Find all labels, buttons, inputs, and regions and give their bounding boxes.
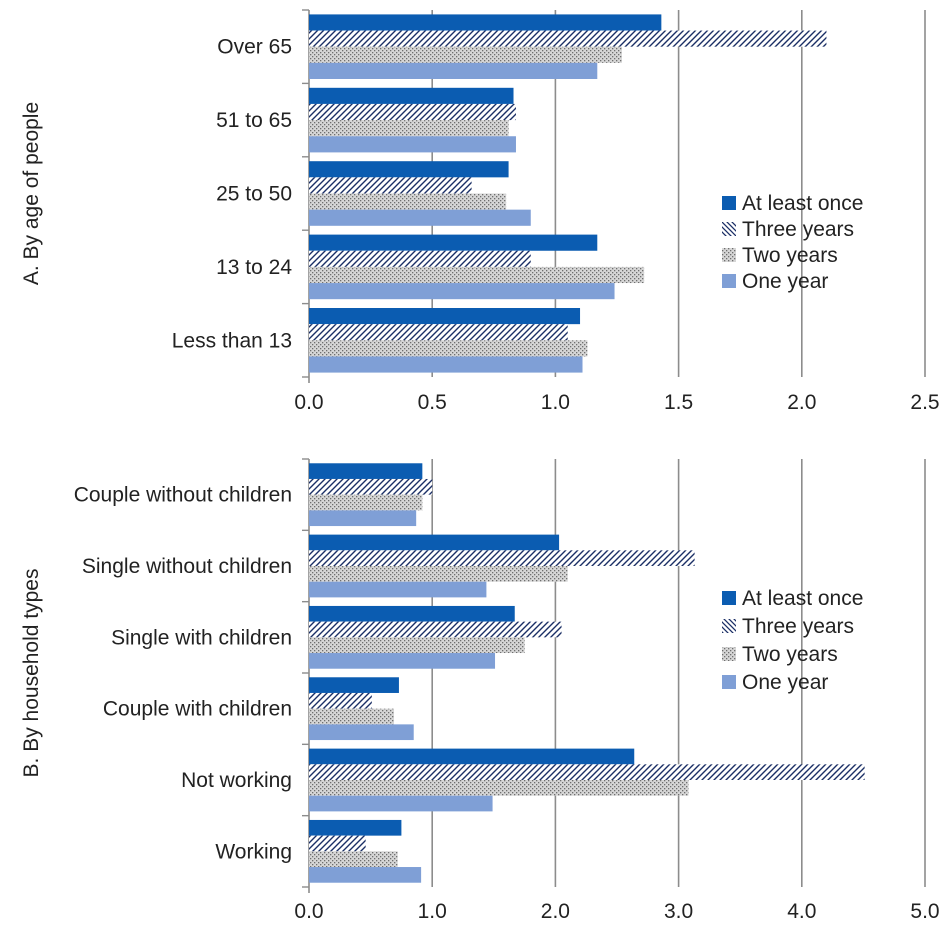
bar-one-year — [309, 653, 496, 669]
x-tick-label: 0.0 — [294, 391, 323, 414]
bar-at-least-once — [309, 677, 399, 693]
legend-label: Two years — [742, 643, 838, 666]
bar-one-year — [309, 283, 615, 300]
bar-three-years — [309, 835, 366, 852]
x-tick-label: 1.0 — [541, 391, 570, 414]
chart-panel-household: 0.0 1.0 2.0 3.0 4.0 5.0 Couple without childre… — [20, 458, 940, 923]
legend-label: Three years — [742, 615, 854, 638]
x-tick-label: 3.0 — [664, 900, 693, 923]
category-label: Over 65 — [217, 36, 292, 59]
category-label: Not working — [181, 769, 292, 792]
bar-two-years — [309, 637, 525, 654]
x-tick-label: 0.5 — [418, 391, 447, 414]
legend-label: At least once — [742, 587, 863, 610]
bar-one-year — [309, 62, 598, 79]
bar-three-years — [309, 764, 865, 780]
bar-two-years — [309, 851, 398, 868]
legend: At least once Three years Two years One yea… — [722, 587, 863, 694]
bar-at-least-once — [309, 605, 515, 622]
bar-three-years — [309, 550, 695, 566]
y-axis-title: B. By household types — [20, 569, 43, 778]
legend-swatch — [722, 222, 736, 236]
bar-three-years — [309, 621, 562, 638]
bar-two-years — [309, 266, 645, 284]
bar-three-years — [309, 250, 531, 267]
bar-at-least-once — [309, 308, 581, 325]
bar-at-least-once — [309, 463, 423, 479]
bar-two-years — [309, 780, 689, 796]
bar-two-years — [309, 494, 423, 511]
bar-one-year — [309, 724, 414, 741]
legend-label: One year — [742, 270, 828, 293]
bar-one-year — [309, 356, 583, 373]
category-label: Single without children — [82, 555, 292, 578]
legend-label: Two years — [742, 244, 838, 267]
bar-two-years — [309, 708, 395, 725]
legend-swatch — [722, 619, 736, 633]
bar-three-years — [309, 103, 516, 121]
legend-label: One year — [742, 671, 828, 694]
bar-two-years — [309, 193, 507, 210]
bar-one-year — [309, 867, 422, 883]
bar-three-years — [309, 324, 568, 341]
bar-two-years — [309, 46, 622, 63]
bar-three-years — [309, 30, 827, 47]
legend-label: At least once — [742, 192, 863, 215]
legend-swatch — [722, 675, 736, 689]
bar-three-years — [309, 478, 433, 495]
x-tick-label: 2.0 — [541, 900, 570, 923]
bar-at-least-once — [309, 748, 635, 765]
category-label: 25 to 50 — [216, 183, 292, 206]
bar-at-least-once — [309, 234, 598, 251]
legend: At least once Three years Two years One yea… — [722, 192, 863, 293]
y-axis-title: A. By age of people — [20, 102, 43, 285]
category-label: Couple with children — [103, 698, 292, 721]
bar-at-least-once — [309, 819, 402, 836]
bar-one-year — [309, 136, 516, 153]
x-tick-label: 2.0 — [787, 391, 816, 414]
x-tick-label: 4.0 — [787, 900, 816, 923]
category-label: 51 to 65 — [216, 109, 292, 132]
legend-swatch — [722, 591, 736, 605]
bar-at-least-once — [309, 87, 514, 104]
bar-two-years — [309, 340, 588, 357]
bar-one-year — [309, 795, 493, 812]
category-label: Couple without children — [74, 484, 292, 507]
bar-two-years — [309, 120, 509, 137]
bar-at-least-once — [309, 534, 560, 551]
legend-swatch — [722, 248, 736, 262]
x-tick-label: 0.0 — [294, 900, 323, 923]
x-tick-label: 1.5 — [664, 391, 693, 414]
bar-at-least-once — [309, 161, 509, 178]
legend-swatch — [722, 274, 736, 288]
bar-one-year — [309, 209, 531, 226]
legend-swatch — [722, 647, 736, 661]
bar-at-least-once — [309, 14, 662, 31]
category-label: 13 to 24 — [216, 256, 292, 279]
chart-panel-age: 0.0 0.5 1.0 1.5 2.0 2.5 Over 65 51 to 65 25 to 5… — [20, 9, 940, 414]
bar-one-year — [309, 510, 417, 527]
bar-three-years — [309, 692, 372, 709]
category-label: Working — [215, 840, 292, 863]
x-tick-label: 1.0 — [418, 900, 447, 923]
legend-swatch — [722, 196, 736, 210]
category-label: Single with children — [111, 626, 292, 649]
x-tick-label: 2.5 — [910, 391, 939, 414]
bar-two-years — [309, 566, 568, 582]
category-label: Less than 13 — [172, 329, 292, 352]
legend-label: Three years — [742, 218, 854, 241]
bar-three-years — [309, 177, 472, 194]
bar-one-year — [309, 581, 487, 598]
x-tick-label: 5.0 — [910, 900, 939, 923]
